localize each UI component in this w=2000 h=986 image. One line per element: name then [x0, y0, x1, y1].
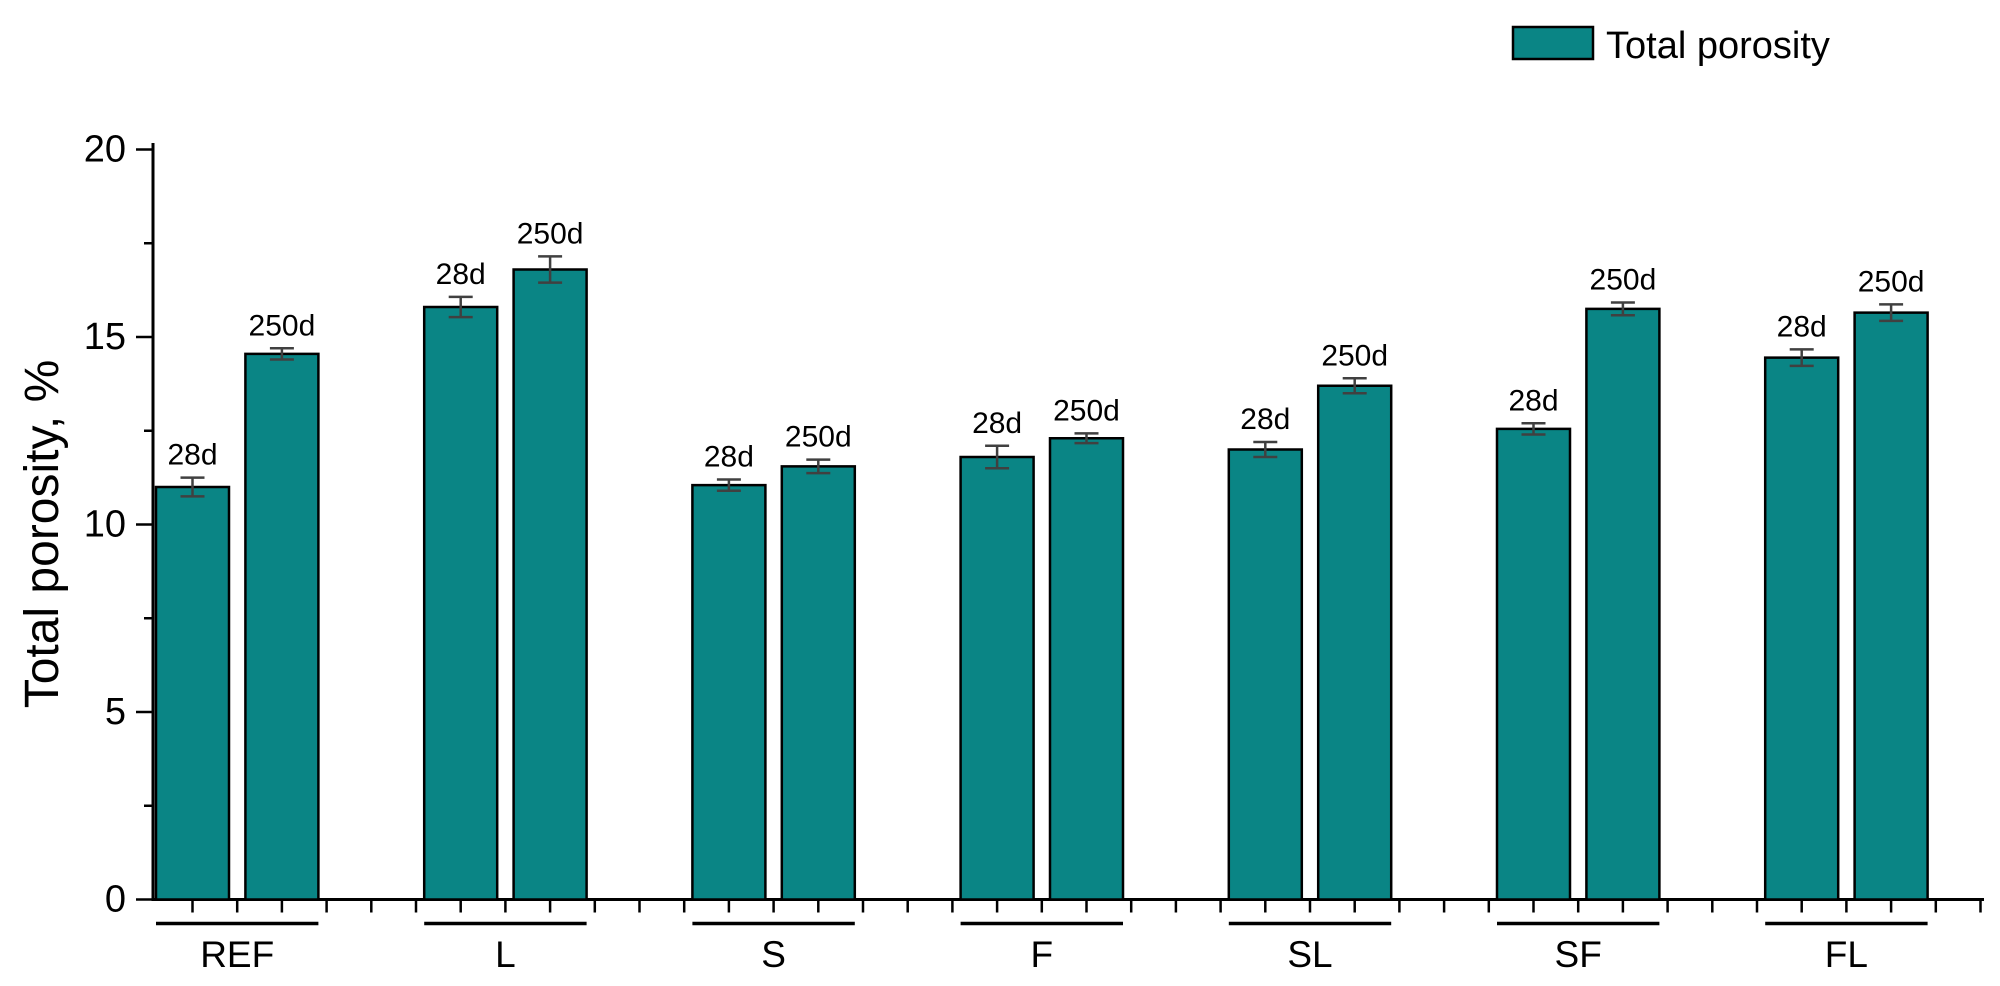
y-axis-tick-label: 10 — [84, 504, 126, 546]
bar-s-250d — [780, 465, 857, 901]
bar-annotation-250d: 250d — [517, 217, 584, 250]
bar-sf-28d — [1495, 427, 1572, 901]
group-label-sf: SF — [1555, 934, 1602, 975]
bar-annotation-250d: 250d — [1321, 339, 1388, 372]
group-label-f: F — [1030, 934, 1053, 975]
bar-annotation-250d: 250d — [1858, 265, 1925, 298]
bar-l-250d — [512, 268, 588, 901]
bar-sl-250d — [1316, 384, 1393, 901]
bar-annotation-250d: 250d — [1053, 394, 1120, 427]
bar-ref-250d — [244, 352, 320, 901]
bar-annotation-28d: 28d — [972, 407, 1022, 440]
bar-sf-250d — [1585, 307, 1661, 901]
bar-annotation-250d: 250d — [1590, 264, 1657, 297]
group-label-l: L — [495, 934, 516, 975]
bar-annotation-250d: 250d — [249, 309, 316, 342]
bar-annotation-28d: 28d — [436, 258, 486, 291]
bar-f-28d — [959, 455, 1035, 901]
bar-annotation-28d: 28d — [1777, 310, 1827, 343]
group-label-sl: SL — [1287, 934, 1332, 975]
bar-annotation-28d: 28d — [167, 439, 217, 472]
bar-fl-250d — [1853, 311, 1929, 901]
group-label-fl: FL — [1825, 934, 1868, 975]
group-label-ref: REF — [200, 934, 274, 975]
bar-fl-28d — [1763, 356, 1840, 901]
bar-s-28d — [691, 483, 767, 901]
legend-swatch — [1511, 25, 1595, 61]
bar-ref-28d — [154, 485, 231, 901]
y-axis-tick-label: 20 — [84, 129, 126, 171]
bar-annotation-28d: 28d — [704, 441, 754, 474]
bar-annotation-28d: 28d — [1240, 403, 1290, 436]
bar-annotation-250d: 250d — [785, 421, 852, 454]
y-axis-tick-label: 15 — [84, 316, 126, 358]
group-label-s: S — [761, 934, 786, 975]
bar-sl-28d — [1227, 448, 1304, 901]
plot-area: 0 5 10 15 20 28d 250d REF 28d 250d L 28d 250d S 28d 250… — [84, 129, 1984, 975]
y-axis-tick-label: 5 — [105, 691, 126, 733]
bar-f-250d — [1048, 437, 1125, 901]
legend-label: Total porosity — [1606, 25, 1830, 67]
bar-annotation-28d: 28d — [1508, 384, 1558, 417]
bar-l-28d — [422, 305, 499, 901]
y-axis-title: Total porosity, % — [16, 360, 69, 709]
y-axis-tick-label: 0 — [105, 879, 126, 921]
